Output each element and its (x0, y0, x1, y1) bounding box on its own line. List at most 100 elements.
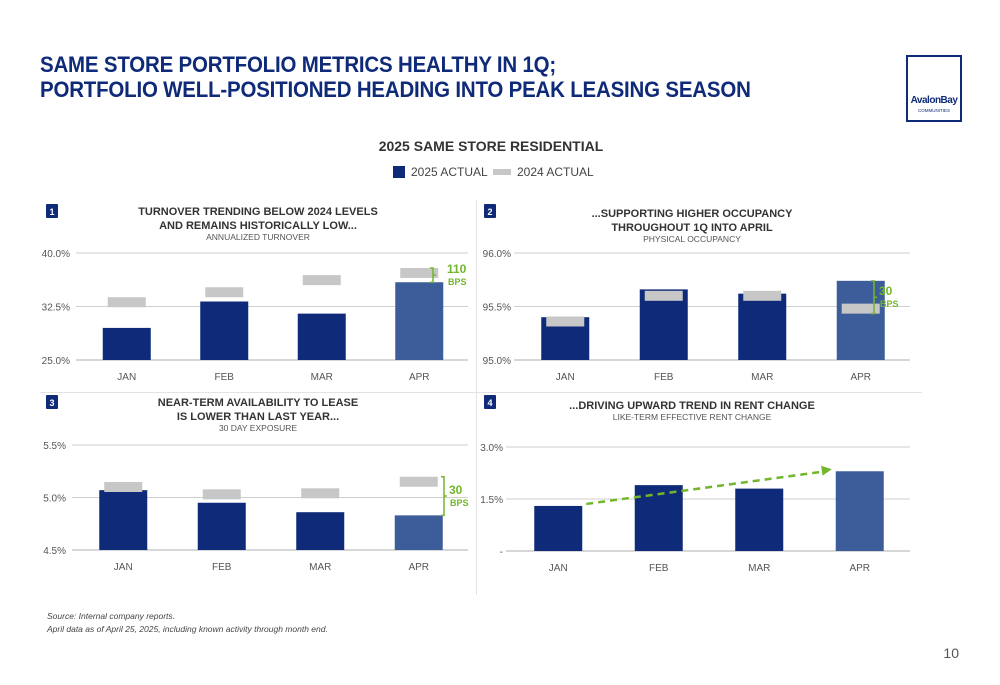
legend-item-actual: 2025 ACTUAL (393, 165, 488, 179)
panel-4-category-label: FEB (649, 563, 669, 574)
panel-3-ytick-label: 5.0% (43, 494, 66, 505)
page-title-line-2: PORTFOLIO WELL-POSITIONED HEADING INTO P… (40, 77, 751, 102)
panel-4-category-label: APR (849, 563, 870, 574)
panel-1-prior-marker-feb (205, 287, 244, 298)
panel-3-category-label: APR (408, 562, 429, 573)
panel-4-bar-mar (735, 488, 784, 551)
panel-2-ytick-label: 96.0% (483, 249, 511, 260)
panel-2-category-label: MAR (751, 372, 773, 383)
footnote-source: Source: Internal company reports. (47, 611, 176, 621)
panel-2-bar-feb (639, 289, 688, 360)
panel-1-bar-mar (297, 313, 346, 360)
panel-1-category-label: APR (409, 372, 430, 383)
legend-label-actual: 2025 ACTUAL (411, 165, 488, 179)
panel-4-trend-arrow-line (586, 470, 826, 506)
panel-2-category-label: APR (850, 372, 871, 383)
panel-2-category-label: JAN (556, 372, 575, 383)
panel-2-ytick-label: 95.5% (483, 303, 511, 314)
panel-2-annotation-bracket (871, 280, 877, 315)
panel-2-category-label: FEB (654, 372, 674, 383)
panel-2-badge (484, 204, 496, 218)
panel-1-category-label: JAN (117, 372, 136, 383)
panel-1-bar-apr (395, 282, 444, 360)
panel-1-title-line-2: AND REMAINS HISTORICALLY LOW... (159, 220, 357, 232)
panel-1-annotation-unit: BPS (448, 277, 467, 287)
panel-1-ytick-label: 25.0% (42, 356, 70, 367)
panel-3-category-label: MAR (309, 562, 331, 573)
legend-item-prior: 2024 ACTUAL (493, 165, 594, 179)
panel-2-prior-marker-mar (743, 290, 782, 301)
panel-1-prior-marker-jan (107, 297, 146, 308)
legend-label-prior: 2024 ACTUAL (517, 165, 594, 179)
panel-2-title-line-2: THROUGHOUT 1Q INTO APRIL (611, 222, 773, 234)
panel-2-prior-marker-jan (546, 316, 585, 327)
panel-3-category-label: JAN (114, 562, 133, 573)
logo-name: AvalonBay (910, 95, 958, 106)
panel-2-title-line-1: ...SUPPORTING HIGHER OCCUPANCY (592, 208, 794, 220)
panel-4-badge (484, 395, 496, 409)
panel-4-ytick-label: - (500, 547, 503, 558)
panel-3-bar-mar (296, 512, 345, 550)
section-title: 2025 SAME STORE RESIDENTIAL (378, 138, 604, 154)
panel-4-category-label: MAR (748, 563, 770, 574)
panel-2-bar-apr (836, 280, 885, 360)
panel-3-prior-marker-feb (202, 489, 241, 500)
panel-3-ytick-label: 5.5% (43, 441, 66, 452)
panel-2-annotation-value: 30 (879, 284, 893, 298)
panel-4-subtitle: LIKE-TERM EFFECTIVE RENT CHANGE (613, 412, 772, 422)
panel-3-annotation-unit: BPS (450, 498, 469, 508)
logo-sub: COMMUNITIES (918, 108, 950, 113)
panel-1-prior-marker-mar (302, 275, 341, 286)
panel-4-category-label: JAN (549, 563, 568, 574)
panel-3-annotation-value: 30 (449, 483, 463, 497)
panel-3-badge-number: 3 (49, 398, 54, 408)
panel-3-title-line-2: IS LOWER THAN LAST YEAR... (177, 411, 339, 423)
panel-4-bar-jan (534, 505, 583, 551)
panel-4-bar-apr (835, 471, 884, 551)
page-title: SAME STORE PORTFOLIO METRICS HEALTHY IN … (40, 52, 880, 102)
page-title-line-1: SAME STORE PORTFOLIO METRICS HEALTHY IN … (40, 52, 557, 77)
panel-1-ytick-label: 32.5% (42, 303, 70, 314)
panel-divider-horizontal (40, 392, 922, 393)
panel-2-subtitle: PHYSICAL OCCUPANCY (643, 234, 741, 244)
panel-1-bar-jan (102, 327, 151, 360)
panel-4-ytick-label: 1.5% (480, 495, 503, 506)
panel-3-prior-marker-mar (301, 488, 340, 499)
panel-3-prior-marker-apr (399, 476, 438, 487)
panel-3-ytick-label: 4.5% (43, 546, 66, 557)
panel-2-prior-marker-feb (644, 290, 683, 301)
footnote-april: April data as of April 25, 2025, includi… (47, 624, 328, 634)
panel-2-prior-marker-apr (841, 303, 880, 314)
panel-2-bar-mar (738, 293, 787, 360)
panel-3-bar-apr (394, 515, 443, 550)
panel-1-bar-feb (200, 301, 249, 360)
panel-1-annotation-value: 110 (447, 262, 467, 276)
panel-3-title-line-1: NEAR-TERM AVAILABILITY TO LEASE (158, 397, 358, 409)
panel-1-badge-number: 1 (49, 207, 54, 217)
legend-swatch-prior (493, 169, 511, 175)
panel-1-subtitle: ANNUALIZED TURNOVER (206, 232, 310, 242)
panel-3-bar-jan (99, 490, 148, 550)
panel-1-prior-marker-apr (400, 267, 439, 278)
panel-4-bar-feb (634, 485, 683, 551)
panel-1-ytick-label: 40.0% (42, 249, 70, 260)
panel-1-category-label: FEB (215, 372, 235, 383)
panel-4-title-line-1: ...DRIVING UPWARD TREND IN RENT CHANGE (569, 400, 815, 412)
panel-3-subtitle: 30 DAY EXPOSURE (219, 423, 297, 433)
page-number: 10 (943, 645, 959, 661)
panel-4-badge-number: 4 (487, 398, 492, 408)
legend-swatch-actual (393, 166, 405, 178)
panel-3-annotation-bracket (441, 476, 447, 517)
panel-3-prior-marker-jan (104, 482, 143, 492)
panel-1-title-line-1: TURNOVER TRENDING BELOW 2024 LEVELS (138, 206, 378, 218)
panel-1-category-label: MAR (311, 372, 333, 383)
panel-1-annotation-bracket (430, 267, 436, 283)
panel-2-annotation-unit: BPS (880, 299, 899, 309)
company-logo: AvalonBay COMMUNITIES (906, 55, 962, 122)
panel-2-badge-number: 2 (487, 207, 492, 217)
panel-3-category-label: FEB (212, 562, 232, 573)
panel-2-ytick-label: 95.0% (483, 356, 511, 367)
panel-4-ytick-label: 3.0% (480, 443, 503, 454)
panel-divider-vertical (476, 200, 477, 595)
